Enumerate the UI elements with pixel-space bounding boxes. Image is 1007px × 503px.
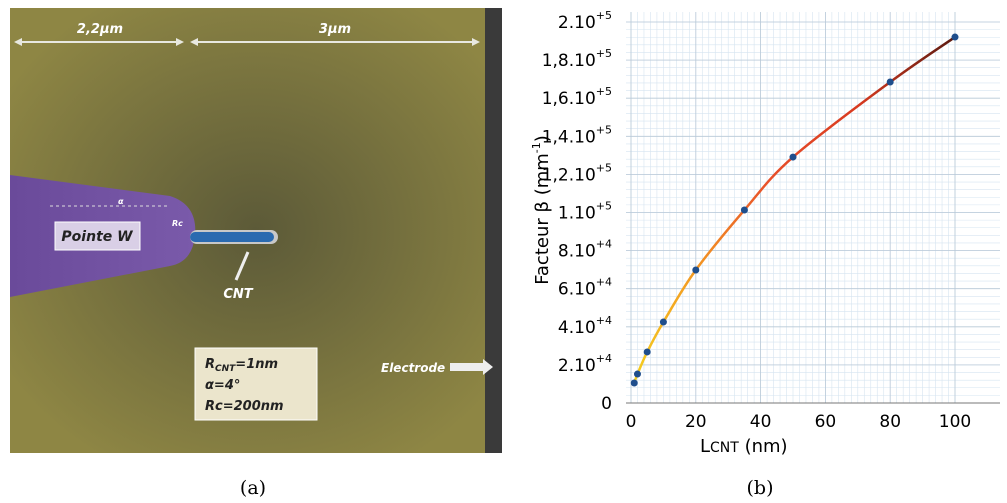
marker bbox=[951, 33, 959, 41]
y-tick-label: 0 bbox=[601, 394, 612, 414]
panel-b: 02.10+44.10+46.10+48.10+41.10+51,2.10+51… bbox=[530, 9, 1000, 499]
y-tick-label: 1,2.10+5 bbox=[542, 161, 612, 185]
y-tick-exponent: +4 bbox=[596, 352, 612, 365]
y-tick-label: 6.10+4 bbox=[558, 276, 612, 300]
param: R bbox=[205, 357, 215, 372]
y-tick-label: 4.10 bbox=[558, 318, 596, 338]
y-tick-label: 2.10+5 bbox=[558, 9, 612, 33]
y-tick-exponent: +5 bbox=[596, 9, 612, 22]
y-tick-label: 1,8.10+5 bbox=[542, 47, 612, 71]
y-tick-label: 1,4.10 bbox=[542, 127, 596, 147]
y-tick-label: 2.10 bbox=[558, 13, 596, 33]
panel-a: 2,2μm 3μm α Rc Pointe W CNT RCNT=1nm α=4… bbox=[10, 8, 502, 499]
y-axis-label: Facteur β (mm-1) bbox=[530, 135, 553, 285]
param-sub: CNT bbox=[215, 364, 236, 374]
x-tick-label: 0 bbox=[626, 412, 637, 432]
y-tick-label: 6.10 bbox=[558, 280, 596, 300]
param: Rc=200nm bbox=[205, 399, 284, 414]
x-tick-label: 60 bbox=[815, 412, 837, 432]
marker bbox=[789, 153, 797, 161]
x-tick-label: 40 bbox=[750, 412, 772, 432]
y-tick-label: 1,4.10+5 bbox=[542, 123, 612, 147]
x-tick-label: 100 bbox=[939, 412, 971, 432]
y-axis-label-sup: -1 bbox=[530, 142, 543, 153]
y-tick-label: 1.10 bbox=[558, 204, 596, 224]
cnt bbox=[190, 232, 274, 242]
param: =1nm bbox=[235, 357, 278, 372]
y-axis-label: ) bbox=[532, 135, 553, 142]
y-tick-label: 1,8.10 bbox=[542, 51, 596, 71]
marker bbox=[633, 370, 641, 378]
y-tick-exponent: +5 bbox=[596, 161, 612, 174]
electrode bbox=[485, 8, 502, 453]
y-tick-label: 4.10+4 bbox=[558, 314, 612, 338]
params-box bbox=[194, 347, 318, 421]
cnt-label: CNT bbox=[223, 287, 253, 302]
dim-left: 2,2μm bbox=[77, 22, 123, 37]
line bbox=[633, 36, 956, 384]
x-axis-label: LCNT (nm) bbox=[700, 436, 788, 457]
param: α=4° bbox=[205, 378, 240, 393]
cnt-pointer bbox=[234, 251, 250, 281]
dim-right: 3μm bbox=[319, 22, 351, 37]
y-tick-exponent: +4 bbox=[596, 238, 612, 251]
y-tick-exponent: +5 bbox=[596, 47, 612, 60]
y-tick-exponent: +5 bbox=[596, 123, 612, 136]
marker bbox=[630, 379, 638, 387]
radius-mark: Rc bbox=[172, 219, 183, 228]
marker bbox=[886, 78, 894, 86]
x-tick-label: 80 bbox=[879, 412, 901, 432]
electrode-arrow bbox=[450, 359, 493, 375]
marker bbox=[643, 348, 651, 356]
dimension-arrows bbox=[14, 38, 480, 46]
y-tick-label: 1,2.10 bbox=[542, 165, 596, 185]
y-tick-exponent: +5 bbox=[596, 85, 612, 98]
x-axis-label: L bbox=[700, 436, 710, 457]
electrode-label: Electrode bbox=[381, 361, 445, 375]
tip-label-box bbox=[54, 221, 141, 251]
params: RCNT=1nm α=4° Rc=200nm bbox=[205, 357, 284, 414]
x-axis-label: (nm) bbox=[739, 436, 788, 457]
param: RCNT=1nm bbox=[205, 357, 278, 374]
y-tick-label: 1,6.10+5 bbox=[542, 85, 612, 109]
angle-mark: α bbox=[118, 197, 124, 206]
x-tick-label: 20 bbox=[685, 412, 707, 432]
y-tick-label: 8.10 bbox=[558, 242, 596, 262]
x-axis-label-sub: CNT bbox=[710, 440, 739, 456]
y-tick-label: 1.10+5 bbox=[558, 200, 612, 224]
y-tick-label: 2.10+4 bbox=[558, 352, 612, 376]
marker bbox=[692, 266, 700, 274]
caption: (a) bbox=[240, 477, 266, 499]
y-tick-exponent: +4 bbox=[596, 314, 612, 327]
y-tick-label: 1,6.10 bbox=[542, 89, 596, 109]
y-tick-label: 2.10 bbox=[558, 356, 596, 376]
caption: (b) bbox=[747, 477, 774, 499]
tip-label: Pointe W bbox=[61, 229, 133, 245]
y-tick-label: 8.10+4 bbox=[558, 238, 612, 262]
y-axis-label: Facteur β (mm bbox=[532, 153, 553, 285]
marker bbox=[659, 318, 667, 326]
y-tick-exponent: +5 bbox=[596, 200, 612, 213]
y-tick-exponent: +4 bbox=[596, 276, 612, 289]
marker bbox=[740, 206, 748, 214]
